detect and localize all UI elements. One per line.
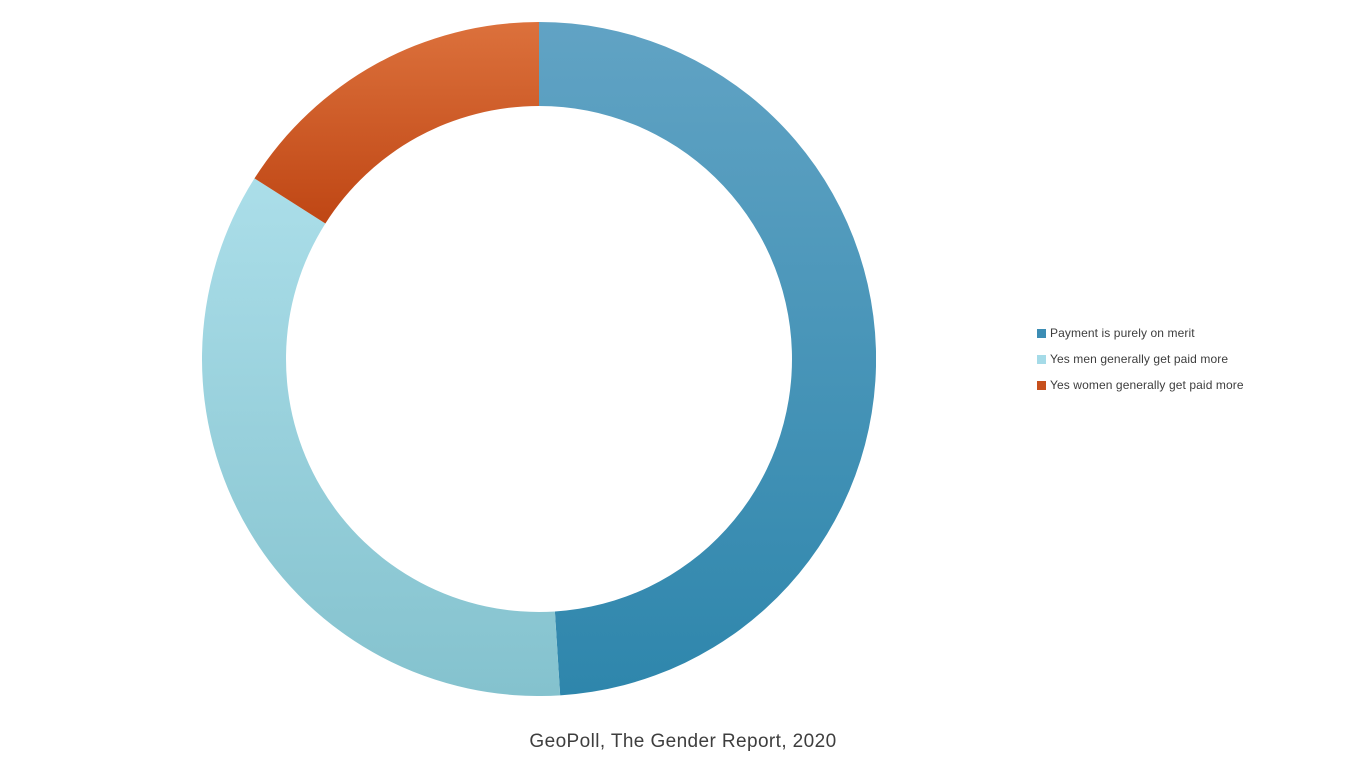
legend-item-men-paid-more: Yes men generally get paid more (1037, 346, 1244, 372)
donut-slice-women-paid-more (253, 21, 539, 223)
donut-slice-payment-merit (538, 21, 876, 695)
legend-item-payment-merit: Payment is purely on merit (1037, 320, 1244, 346)
chart-legend: Payment is purely on merit Yes men gener… (1037, 320, 1244, 398)
legend-marker-men-paid-more-icon (1037, 354, 1046, 364)
legend-marker-women-paid-more-icon (1037, 380, 1046, 390)
legend-item-women-paid-more: Yes women generally get paid more (1037, 372, 1244, 398)
chart-source-caption: GeoPoll, The Gender Report, 2020 (529, 731, 837, 752)
legend-label-payment-merit: Payment is purely on merit (1050, 326, 1195, 340)
donut-chart (201, 21, 876, 696)
legend-label-women-paid-more: Yes women generally get paid more (1050, 378, 1244, 392)
legend-label-men-paid-more: Yes men generally get paid more (1050, 352, 1229, 366)
donut-slice-men-paid-more (201, 177, 560, 696)
legend-marker-payment-merit-icon (1037, 328, 1046, 338)
